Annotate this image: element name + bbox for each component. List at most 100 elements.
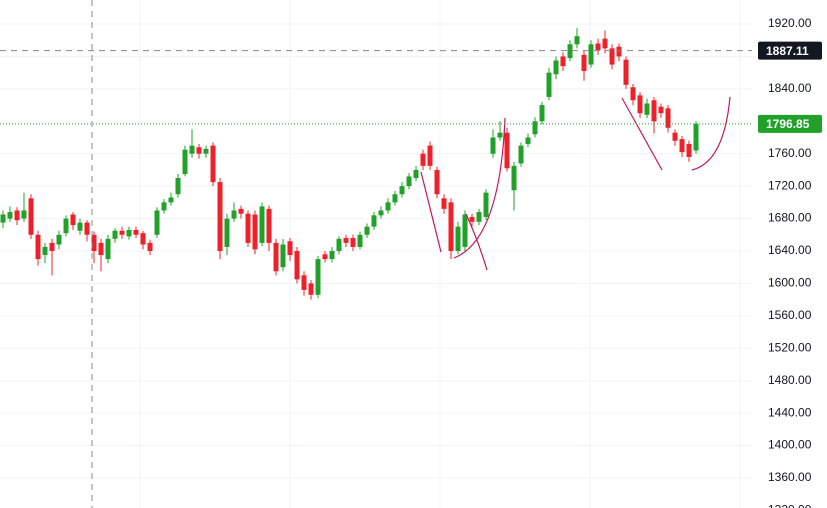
- y-tick-label: 1360.00: [768, 470, 812, 484]
- y-tick-label: 1560.00: [768, 308, 812, 322]
- candle-body: [0, 214, 6, 223]
- y-tick-label: 1320.00: [768, 503, 812, 508]
- candle-body: [231, 210, 237, 219]
- candle-body: [357, 234, 363, 247]
- candle-body: [539, 105, 545, 122]
- candle-body: [42, 246, 48, 256]
- candle-body: [595, 43, 601, 50]
- candle-body: [441, 198, 447, 209]
- candle-body: [322, 254, 328, 260]
- candle-body: [602, 38, 608, 49]
- candle-body: [637, 95, 643, 114]
- candle-body: [476, 212, 482, 222]
- y-tick-label: 1840.00: [768, 81, 812, 95]
- candle-body: [126, 229, 132, 237]
- y-tick-label: 1520.00: [768, 340, 812, 354]
- candle-body: [392, 194, 398, 203]
- candle-body: [420, 153, 426, 166]
- candle-body: [217, 182, 223, 251]
- candle-body: [147, 242, 153, 251]
- candle-body: [609, 48, 615, 65]
- candle-body: [679, 139, 685, 153]
- y-tick-label: 1680.00: [768, 211, 812, 225]
- trend-line: [420, 171, 442, 253]
- candle-body: [462, 214, 468, 247]
- candle-body: [28, 198, 34, 235]
- candle-body: [329, 250, 335, 260]
- candle-body: [385, 202, 391, 211]
- candle-body: [665, 108, 671, 128]
- candle-body: [175, 178, 181, 195]
- candle-body: [287, 241, 293, 256]
- candle-body: [490, 137, 496, 154]
- candle-body: [560, 56, 566, 67]
- candle-body: [203, 148, 209, 154]
- last-price-tag: [758, 114, 822, 133]
- candle-body: [168, 197, 174, 203]
- candle-body: [182, 149, 188, 174]
- candle-body: [399, 186, 405, 195]
- candle-body: [672, 132, 678, 141]
- candle-body: [427, 145, 433, 166]
- candle-body: [14, 210, 20, 221]
- crosshair-label: 1887.11: [766, 44, 809, 58]
- candle-body: [259, 206, 265, 243]
- y-tick-label: 1760.00: [768, 146, 812, 160]
- candle-body: [448, 202, 454, 251]
- candle-body: [371, 215, 377, 227]
- trend-curve: [453, 117, 506, 259]
- candle-body: [518, 145, 524, 164]
- drawings: [420, 96, 731, 271]
- grid: [0, 23, 752, 479]
- candle-body: [301, 275, 307, 290]
- candle-body: [196, 147, 202, 154]
- candle-body: [280, 244, 286, 268]
- crosshair-tag: [758, 41, 822, 60]
- y-tick-label: 1640.00: [768, 243, 812, 257]
- candle-body: [105, 238, 111, 260]
- candle-body: [434, 169, 440, 195]
- candle-body: [511, 165, 517, 191]
- candle-body: [497, 132, 503, 138]
- candle-body: [483, 192, 489, 217]
- candle-body: [133, 229, 139, 235]
- candle-body: [238, 208, 244, 214]
- candle-body: [504, 132, 510, 169]
- candles: [0, 28, 699, 300]
- candle-body: [210, 145, 216, 183]
- candle-body: [315, 259, 321, 295]
- y-tick-label: 1920.00: [768, 16, 812, 30]
- candle-body: [651, 100, 657, 122]
- candle-body: [686, 143, 692, 157]
- candle-body: [35, 234, 41, 260]
- candle-body: [224, 218, 230, 247]
- candle-body: [546, 72, 552, 97]
- candle-body: [189, 145, 195, 154]
- candle-body: [266, 208, 272, 243]
- candle-body: [469, 216, 475, 222]
- candle-body: [455, 226, 461, 251]
- candle-body: [252, 214, 258, 250]
- candle-body: [378, 210, 384, 216]
- candle-body: [336, 238, 342, 251]
- candle-body: [630, 87, 636, 101]
- candle-body: [343, 238, 349, 243]
- candle-body: [553, 60, 559, 75]
- y-tick-label: 1480.00: [768, 373, 812, 387]
- candle-body: [588, 44, 594, 65]
- candle-body: [532, 121, 538, 135]
- candle-body: [623, 59, 629, 85]
- candle-body: [308, 283, 314, 295]
- candle-body: [63, 218, 69, 234]
- y-tick-label: 1720.00: [768, 178, 812, 192]
- candle-body: [581, 54, 587, 72]
- candle-body: [98, 242, 104, 256]
- candle-body: [161, 202, 167, 211]
- candle-body: [693, 123, 699, 151]
- candle-body: [49, 242, 55, 251]
- candle-body: [350, 238, 356, 247]
- candle-body: [154, 210, 160, 235]
- candle-body: [574, 36, 580, 45]
- candle-body: [294, 250, 300, 280]
